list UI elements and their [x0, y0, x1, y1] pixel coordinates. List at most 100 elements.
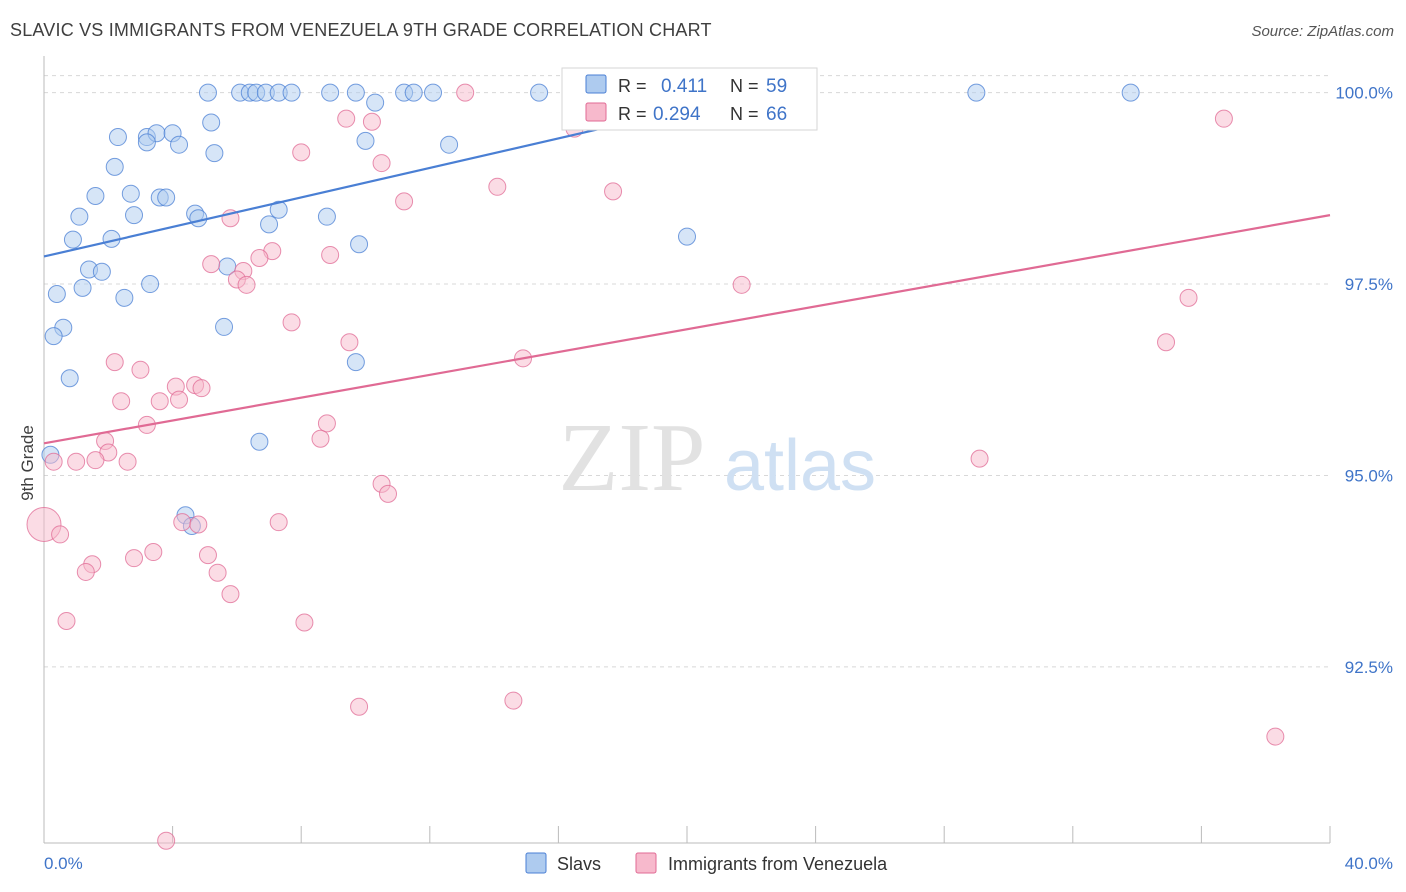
- point-venezuela: [282, 313, 301, 332]
- tick-labels-layer: 100.0% 97.5% 95.0% 92.5% 0.0% 40.0%: [44, 84, 1393, 873]
- point-slavs: [70, 207, 89, 226]
- point-slavs: [92, 262, 111, 281]
- point-venezuela: [372, 154, 391, 173]
- point-slavs: [205, 144, 224, 163]
- legend-label-venezuela: Immigrants from Venezuela: [668, 854, 888, 874]
- point-venezuela: [311, 429, 330, 448]
- point-slavs: [47, 285, 66, 304]
- trend-line-venezuela: [43, 214, 1331, 445]
- point-slavs: [356, 131, 375, 150]
- point-slavs: [440, 135, 459, 154]
- point-venezuela: [395, 192, 414, 211]
- point-venezuela: [192, 379, 211, 398]
- point-venezuela: [1157, 333, 1176, 352]
- point-slavs: [530, 83, 549, 102]
- point-slavs: [346, 83, 365, 102]
- point-venezuela: [1179, 288, 1198, 307]
- point-venezuela: [221, 585, 240, 604]
- x-tick-label: 0.0%: [44, 854, 83, 873]
- point-venezuela: [488, 177, 507, 196]
- point-venezuela: [1214, 109, 1233, 128]
- point-venezuela: [604, 182, 623, 201]
- point-venezuela: [86, 451, 105, 470]
- point-slavs: [250, 432, 269, 451]
- point-slavs: [260, 215, 279, 234]
- point-venezuela: [198, 546, 217, 565]
- y-tick-label: 97.5%: [1345, 275, 1393, 294]
- point-slavs: [108, 128, 127, 147]
- point-venezuela: [202, 255, 221, 274]
- point-venezuela: [189, 515, 208, 534]
- stat-legend: R = 0.411 N = 59 R = 0.294 N = 66: [561, 67, 818, 131]
- point-venezuela: [456, 83, 475, 102]
- point-slavs: [269, 200, 288, 219]
- point-venezuela: [144, 543, 163, 562]
- point-venezuela: [131, 360, 150, 379]
- point-venezuela: [504, 691, 523, 710]
- stat-legend-n-label: N =: [730, 104, 759, 124]
- watermark-zip: ZIP: [559, 404, 706, 512]
- points-layer: [26, 83, 1285, 850]
- point-venezuela: [170, 390, 189, 409]
- point-venezuela: [350, 697, 369, 716]
- point-slavs: [137, 133, 156, 152]
- point-venezuela: [51, 525, 70, 544]
- stat-legend-r-label: R =: [618, 76, 647, 96]
- point-venezuela: [44, 452, 63, 471]
- point-venezuela: [317, 414, 336, 433]
- point-venezuela: [112, 392, 131, 411]
- point-slavs: [121, 184, 140, 203]
- point-slavs: [105, 157, 124, 176]
- y-tick-label: 92.5%: [1345, 658, 1393, 677]
- point-slavs: [73, 278, 92, 297]
- point-slavs: [678, 227, 696, 246]
- point-venezuela: [362, 112, 381, 131]
- point-venezuela: [150, 392, 169, 411]
- stat-legend-swatch-slavs: [585, 74, 607, 94]
- point-venezuela: [67, 452, 86, 471]
- point-venezuela: [173, 513, 192, 532]
- point-venezuela: [340, 333, 359, 352]
- point-venezuela: [337, 109, 356, 128]
- point-slavs: [346, 353, 365, 372]
- point-venezuela: [157, 831, 176, 850]
- legend-swatch-venezuela: [635, 852, 657, 874]
- point-slavs: [170, 135, 189, 154]
- point-venezuela: [1266, 727, 1285, 746]
- point-venezuela: [118, 452, 137, 471]
- point-venezuela: [321, 245, 340, 264]
- y-tick-label: 95.0%: [1345, 466, 1393, 485]
- legend-swatch-slavs: [525, 852, 547, 874]
- point-slavs: [1121, 83, 1140, 102]
- point-venezuela: [379, 484, 398, 503]
- point-slavs: [350, 235, 369, 254]
- point-slavs: [424, 83, 443, 102]
- stat-legend-n-value: 66: [766, 104, 787, 125]
- point-slavs: [115, 288, 134, 307]
- point-venezuela: [295, 613, 314, 632]
- point-slavs: [60, 369, 79, 388]
- stat-legend-r-value: 0.411: [661, 76, 707, 97]
- point-venezuela: [970, 449, 989, 468]
- watermark: ZIP atlas: [559, 404, 877, 512]
- point-slavs: [366, 93, 385, 112]
- chart-title: SLAVIC VS IMMIGRANTS FROM VENEZUELA 9TH …: [10, 20, 712, 40]
- watermark-atlas: atlas: [724, 426, 876, 506]
- point-slavs: [189, 209, 208, 228]
- point-venezuela: [76, 562, 95, 581]
- y-axis-label: 9th Grade: [18, 425, 37, 501]
- point-slavs: [125, 206, 144, 225]
- point-venezuela: [292, 143, 311, 162]
- point-slavs: [86, 186, 105, 205]
- point-slavs: [157, 188, 176, 207]
- point-slavs: [63, 230, 82, 249]
- source-label: Source: ZipAtlas.com: [1251, 23, 1394, 40]
- point-venezuela: [125, 549, 144, 568]
- point-slavs: [141, 275, 160, 294]
- y-tick-label: 100.0%: [1335, 84, 1393, 103]
- point-venezuela: [105, 353, 124, 372]
- point-slavs: [215, 317, 234, 336]
- legend-label-slavs: Slavs: [557, 854, 601, 874]
- point-slavs: [321, 83, 340, 102]
